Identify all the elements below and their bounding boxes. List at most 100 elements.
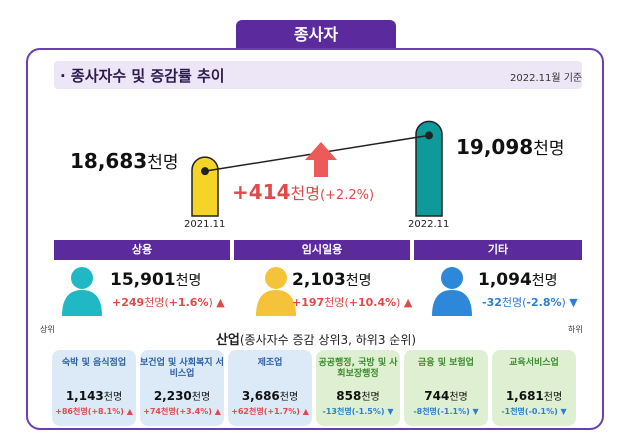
- category-header-other: 기타: [414, 240, 582, 260]
- point-2022-11: [425, 131, 433, 140]
- industry-card-change-text: -1천명(-0.1%): [501, 407, 558, 416]
- category-label-2021-11: 2021.11: [184, 219, 226, 230]
- industry-card-unit: 천명: [449, 392, 468, 403]
- industry-card-value: 744천명: [404, 388, 488, 403]
- headline-bar: [54, 61, 582, 89]
- industry-title: 산업(종사자수 증감 상위3, 하위3 순위): [0, 329, 632, 348]
- point-2021-11: [201, 167, 209, 176]
- industry-card-value: 858천명: [316, 388, 400, 403]
- headline-text: 종사자수 및 증감률 추이: [70, 67, 225, 85]
- industry-card: 교육서비스업 1,681천명 -1천명(-0.1%) ▼: [492, 350, 576, 426]
- industry-card-number: 744: [424, 389, 450, 403]
- other-change-unit: 천명: [501, 296, 523, 309]
- other-value: 1,094천명: [478, 270, 558, 290]
- temporary-pct: +10.4%: [348, 296, 397, 309]
- industry-card-value: 2,230천명: [140, 388, 224, 403]
- regular-pct: +1.6%: [168, 296, 209, 309]
- bar-body: [191, 156, 219, 217]
- industry-card: 제조업 3,686천명 +62천명(+1.7%) ▲: [228, 350, 312, 426]
- regular-value: 15,901천명: [110, 270, 201, 290]
- industry-card-change: +86천명(+8.1%) ▲: [52, 406, 136, 417]
- industry-card-change-text: -8천명(-1.1%): [413, 407, 470, 416]
- other-pct-close: ): [561, 296, 566, 309]
- change-value: +414: [232, 180, 291, 204]
- temporary-change-unit: 천명: [324, 296, 345, 309]
- up-arrow-icon: ▲: [123, 407, 133, 416]
- other-change: -32천명(-2.8%) ▼: [482, 294, 578, 310]
- person-icon-temporary: [256, 267, 296, 316]
- category-header-temporary: 임시일용: [234, 240, 410, 260]
- bar-body: [415, 120, 443, 217]
- other-number: 1,094: [478, 270, 532, 290]
- up-arrow-icon: ▲: [216, 296, 225, 309]
- unit-2021-11: 천명: [147, 153, 179, 173]
- other-pct-open: (: [522, 296, 527, 309]
- industry-card-change-text: +86천명(+8.1%): [55, 407, 124, 416]
- industry-card-unit: 천명: [361, 392, 380, 403]
- industry-card-change-text: +62천명(+1.7%): [231, 407, 300, 416]
- regular-number: 15,901: [110, 270, 176, 290]
- basis-date: 2022.11월 기준: [510, 73, 583, 84]
- unit-2022-11: 천명: [533, 139, 565, 159]
- temporary-change: +197천명(+10.4%) ▲: [292, 294, 412, 310]
- change-unit: 천명: [290, 184, 320, 203]
- other-pct: -2.8%: [526, 296, 562, 309]
- industry-card-value: 1,143천명: [52, 388, 136, 403]
- industry-card-name: 제조업: [257, 358, 283, 368]
- up-arrow-icon: ▲: [299, 407, 309, 416]
- bar-2021-11: [191, 156, 219, 217]
- industry-card: 금융 및 보험업 744천명 -8천명(-1.1%) ▼: [404, 350, 488, 426]
- up-arrow-icon: ▲: [403, 296, 413, 309]
- down-arrow-icon: ▼: [557, 407, 567, 416]
- bar-2022-11: [415, 120, 443, 217]
- temporary-number: 2,103: [292, 270, 346, 290]
- industry-card-number: 3,686: [241, 389, 280, 403]
- industry-card: 보건업 및 사회복지 서비스업 2,230천명 +74천명(+3.4%) ▲: [140, 350, 224, 426]
- industry-card-number: 858: [336, 389, 362, 403]
- temporary-change-number: +197: [292, 296, 325, 309]
- section-tab: 종사자: [236, 20, 396, 50]
- category-header-regular: 상용: [54, 240, 230, 260]
- person-icon-regular: [62, 267, 102, 316]
- industry-card-number: 2,230: [153, 389, 192, 403]
- value-2022-11: 19,098: [456, 135, 534, 159]
- temporary-pct-open: (: [344, 296, 349, 309]
- industry-card-value: 3,686천명: [228, 388, 312, 403]
- industry-subtitle: (종사자수 증감 상위3, 하위3 순위): [239, 333, 417, 347]
- regular-pct-close: ): [208, 296, 213, 309]
- regular-change-number: +249: [112, 296, 145, 309]
- other-unit: 천명: [531, 273, 558, 289]
- person-icon-other: [432, 267, 472, 316]
- change-percent: (+2.2%): [319, 188, 375, 203]
- industry-card-change: -13천명(-1.5%) ▼: [316, 406, 400, 417]
- industry-card-unit: 천명: [543, 392, 563, 403]
- regular-pct-open: (: [164, 296, 169, 309]
- industry-card-change-text: -13천명(-1.5%): [322, 407, 385, 416]
- industry-card-number: 1,143: [65, 389, 104, 403]
- regular-unit: 천명: [175, 273, 202, 289]
- other-change-number: -32: [482, 296, 502, 309]
- industry-card-name: 숙박 및 음식점업: [61, 358, 127, 368]
- industry-card-change: +74천명(+3.4%) ▲: [140, 406, 224, 417]
- industry-card-name: 공공행정, 국방 및 사회보장행정: [318, 358, 398, 379]
- industry-card-unit: 천명: [191, 392, 211, 403]
- industry-title-main: 산업: [215, 333, 240, 348]
- industry-card-change: -8천명(-1.1%) ▼: [404, 406, 488, 417]
- industry-card: 공공행정, 국방 및 사회보장행정 858천명 -13천명(-1.5%) ▼: [316, 350, 400, 426]
- up-arrow-icon: ▲: [211, 407, 221, 416]
- category-label-2022-11: 2022.11: [408, 219, 450, 230]
- industry-card-number: 1,681: [505, 389, 544, 403]
- rank-bottom-label: 하위: [568, 325, 583, 334]
- value-label-2022-11: 19,098천명: [456, 134, 564, 159]
- industry-card-change: +62천명(+1.7%) ▲: [228, 406, 312, 417]
- temporary-value: 2,103천명: [292, 270, 372, 290]
- industry-card-name: 금융 및 보험업: [418, 358, 474, 368]
- regular-change: +249천명(+1.6%) ▲: [112, 294, 225, 310]
- down-arrow-icon: ▼: [384, 407, 394, 416]
- total-change: +414천명(+2.2%): [232, 180, 374, 204]
- headline: · 종사자수 및 증감률 추이: [60, 67, 225, 85]
- industry-card-name: 교육서비스업: [509, 358, 559, 368]
- down-arrow-icon: ▼: [469, 407, 479, 416]
- temporary-pct-close: ): [396, 296, 401, 309]
